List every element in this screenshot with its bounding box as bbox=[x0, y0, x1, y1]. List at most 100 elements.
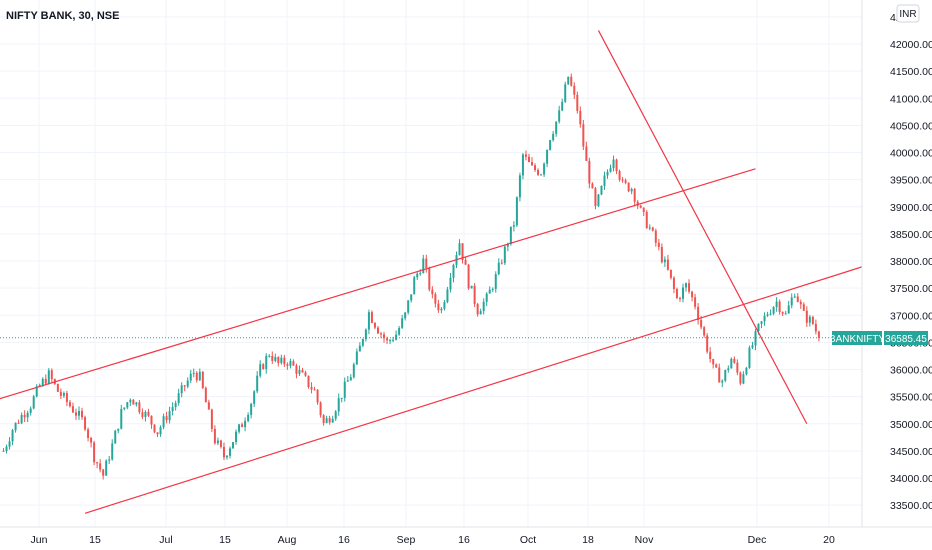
time-scale-panel[interactable] bbox=[0, 527, 932, 550]
candle-body bbox=[724, 370, 727, 381]
candle bbox=[232, 441, 235, 449]
trendline[interactable] bbox=[597, 30, 808, 425]
trendline[interactable] bbox=[84, 263, 871, 514]
candle-body bbox=[645, 211, 648, 229]
candle bbox=[721, 379, 724, 388]
candle-body bbox=[141, 412, 144, 417]
candle-body bbox=[811, 316, 814, 324]
candle-body bbox=[207, 402, 210, 410]
candle-body bbox=[621, 179, 624, 181]
candle bbox=[763, 312, 766, 326]
y-tick-label: 34000.00 bbox=[890, 473, 932, 485]
candle bbox=[784, 310, 787, 315]
candle-body bbox=[452, 264, 455, 278]
price-scale-panel[interactable] bbox=[862, 0, 932, 550]
candle-body bbox=[352, 364, 355, 378]
candle-body bbox=[410, 294, 413, 301]
candle-body bbox=[515, 197, 518, 226]
candle bbox=[703, 326, 706, 338]
candle-body bbox=[573, 85, 576, 95]
x-tick-label: 15 bbox=[219, 534, 231, 546]
candle bbox=[416, 271, 419, 280]
candle-body bbox=[431, 289, 434, 295]
candle-body bbox=[35, 386, 38, 397]
candle bbox=[328, 415, 331, 425]
currency-button-bg[interactable] bbox=[896, 4, 920, 23]
candle bbox=[666, 254, 669, 271]
candle-body bbox=[482, 301, 485, 312]
candle bbox=[165, 411, 168, 424]
candle-body bbox=[742, 374, 745, 384]
candle-body bbox=[784, 313, 787, 315]
x-tick-label: Dec bbox=[748, 534, 767, 546]
candle-body bbox=[286, 364, 289, 366]
candle-body bbox=[736, 362, 739, 373]
candle bbox=[78, 406, 80, 420]
candle-body bbox=[295, 365, 298, 374]
candle-body bbox=[105, 460, 108, 476]
candle-body bbox=[44, 378, 47, 384]
candle bbox=[247, 412, 250, 423]
candle-body bbox=[334, 411, 337, 419]
candle-body bbox=[600, 185, 603, 195]
candle-body bbox=[524, 154, 527, 157]
candle bbox=[292, 359, 295, 366]
candle-body bbox=[404, 312, 407, 319]
candle bbox=[724, 369, 727, 383]
candle-body bbox=[582, 124, 585, 147]
candle bbox=[540, 173, 543, 176]
candle bbox=[603, 171, 606, 190]
candle-body bbox=[781, 312, 784, 314]
currency-button[interactable]: INR bbox=[896, 4, 920, 23]
candle bbox=[682, 283, 684, 303]
candle-body bbox=[760, 321, 763, 324]
candle-body bbox=[373, 322, 376, 328]
candle bbox=[745, 366, 748, 376]
y-tick-label: 40000.00 bbox=[890, 148, 932, 160]
candle-body bbox=[778, 301, 781, 313]
candle-body bbox=[108, 459, 111, 461]
candle-body bbox=[751, 345, 754, 348]
symbol-label-group: BANKNIFTY bbox=[829, 331, 885, 345]
candle bbox=[376, 326, 379, 334]
candle bbox=[186, 377, 189, 389]
candle bbox=[585, 141, 588, 161]
y-tick-label: 41000.00 bbox=[890, 93, 932, 105]
candle-body bbox=[407, 300, 410, 313]
y-tick-label: 38000.00 bbox=[890, 256, 932, 268]
candle bbox=[340, 397, 343, 403]
candle-body bbox=[361, 339, 364, 346]
candle-body bbox=[62, 393, 65, 396]
candle bbox=[709, 347, 712, 363]
candle-body bbox=[808, 316, 811, 323]
trendline[interactable] bbox=[0, 168, 756, 400]
candle-body bbox=[558, 110, 561, 122]
candle-body bbox=[168, 411, 171, 421]
candle-body bbox=[570, 76, 573, 86]
candle bbox=[241, 422, 244, 428]
candle bbox=[2, 448, 5, 452]
x-tick-label: 20 bbox=[823, 534, 835, 546]
candle bbox=[775, 297, 778, 312]
candle bbox=[47, 368, 50, 385]
candle bbox=[648, 224, 651, 231]
candle bbox=[189, 369, 192, 384]
candle-body bbox=[425, 258, 428, 269]
candle bbox=[11, 428, 14, 446]
candle-body bbox=[159, 427, 162, 435]
y-tick-label: 35500.00 bbox=[890, 392, 932, 404]
candle bbox=[99, 459, 102, 473]
candle bbox=[748, 345, 751, 369]
candle bbox=[222, 442, 225, 461]
candle-body bbox=[198, 371, 201, 381]
candle bbox=[132, 399, 135, 405]
candle-body bbox=[567, 76, 570, 85]
candle-body bbox=[268, 355, 271, 357]
candle-body bbox=[685, 283, 688, 288]
candle-body bbox=[555, 121, 558, 134]
candle bbox=[549, 139, 552, 151]
candle-body bbox=[666, 259, 669, 270]
candle bbox=[534, 163, 537, 172]
candle-body bbox=[322, 415, 325, 423]
candle bbox=[449, 272, 452, 293]
